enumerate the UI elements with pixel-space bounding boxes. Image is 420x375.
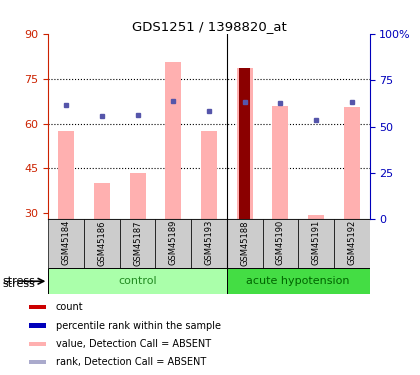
Text: GSM45186: GSM45186 [97,220,106,266]
Bar [227,219,262,268]
Bar [129,173,146,219]
Bar [48,268,227,294]
Text: percentile rank within the sample: percentile rank within the sample [56,321,221,330]
Bar [344,107,360,219]
Text: stress: stress [2,279,35,289]
Bar [191,219,227,268]
Bar [58,131,74,219]
Title: GDS1251 / 1398820_at: GDS1251 / 1398820_at [131,20,286,33]
Bar [84,219,120,268]
Bar [334,219,370,268]
Bar [236,68,253,219]
Bar [308,215,324,219]
Bar [298,219,334,268]
Bar [272,106,289,219]
Text: stress: stress [2,276,35,286]
Bar [29,360,46,364]
Text: acute hypotension: acute hypotension [247,276,350,286]
Text: rank, Detection Call = ABSENT: rank, Detection Call = ABSENT [56,357,206,367]
Bar [227,268,370,294]
Bar [94,183,110,219]
Text: GSM45188: GSM45188 [240,220,249,266]
Bar [120,219,155,268]
Bar [155,219,191,268]
Bar [201,131,217,219]
Text: GSM45190: GSM45190 [276,220,285,266]
Bar [29,323,46,328]
Bar [48,219,84,268]
Bar [262,219,298,268]
Text: control: control [118,276,157,286]
Text: GSM45189: GSM45189 [169,220,178,266]
Bar [29,342,46,346]
Text: GSM45187: GSM45187 [133,220,142,266]
Text: GSM45193: GSM45193 [205,220,213,266]
Text: GSM45192: GSM45192 [347,220,356,266]
Text: GSM45191: GSM45191 [312,220,320,266]
Bar [239,68,250,219]
Bar [165,62,181,219]
Text: value, Detection Call = ABSENT: value, Detection Call = ABSENT [56,339,211,349]
Text: count: count [56,302,84,312]
Text: GSM45184: GSM45184 [62,220,71,266]
Bar [29,305,46,309]
